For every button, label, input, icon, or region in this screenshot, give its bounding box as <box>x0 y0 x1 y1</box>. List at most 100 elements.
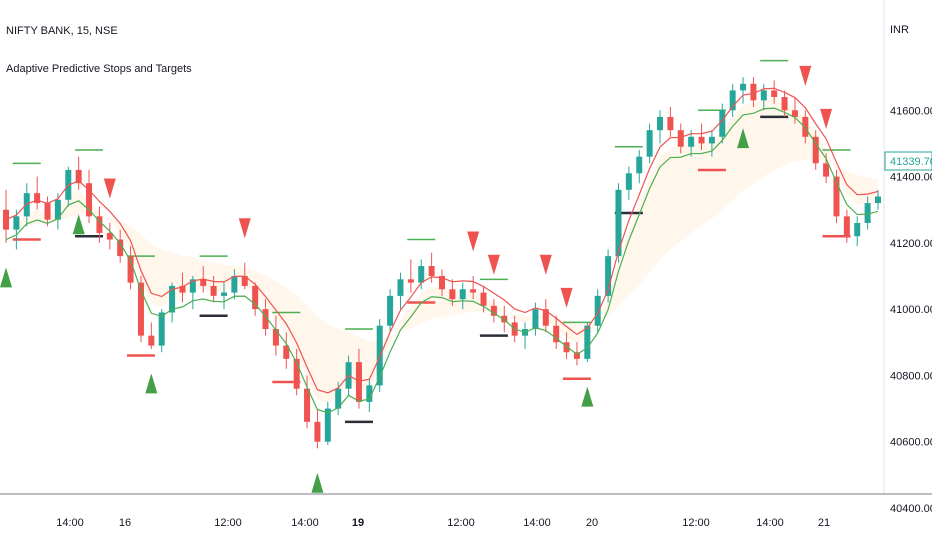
time-tick-label: 21 <box>818 517 830 529</box>
time-tick-label: 16 <box>119 517 131 529</box>
candle-body <box>573 352 580 359</box>
sell-arrow <box>467 231 480 252</box>
candle-body <box>428 266 435 276</box>
current-price-label: 41339.70 <box>884 151 932 171</box>
candle-body <box>272 329 279 346</box>
candle-body <box>210 285 217 296</box>
time-tick-label: 12:00 <box>447 517 475 529</box>
candle-body <box>740 83 747 91</box>
price-tick-label: 40600.00 <box>890 437 932 449</box>
time-tick-label: 14:00 <box>291 517 319 529</box>
candle-body <box>54 199 61 220</box>
trail-lines-layer <box>5 87 879 414</box>
candle-body <box>823 163 830 177</box>
candle-body <box>189 279 196 293</box>
time-tick-label: 20 <box>586 517 598 529</box>
candle-body <box>854 222 861 237</box>
candle-body <box>127 256 134 283</box>
candle-body <box>677 130 684 147</box>
cloud-area <box>6 98 878 403</box>
lower-trail-line <box>5 107 879 414</box>
candle-body <box>335 388 342 409</box>
candle-body <box>34 193 41 204</box>
time-tick-label: 14:00 <box>756 517 784 529</box>
candle-body <box>708 136 715 144</box>
candle-body <box>719 110 726 137</box>
price-tick-label: 40800.00 <box>890 370 932 382</box>
candle-body <box>480 292 487 306</box>
candle-body <box>449 289 456 300</box>
candle-body <box>158 312 165 346</box>
candle-body <box>470 289 477 293</box>
candle-body <box>729 90 736 111</box>
price-tick-label: 41600.00 <box>890 105 932 117</box>
sell-arrow <box>820 108 833 129</box>
candle-body <box>459 289 466 300</box>
time-tick-label: 19 <box>352 517 364 529</box>
sell-arrow <box>560 287 573 308</box>
candle-body <box>501 315 508 323</box>
candle-body <box>148 335 155 346</box>
candle-body <box>636 156 643 174</box>
time-tick-label: 14:00 <box>523 517 551 529</box>
candle-body <box>169 285 176 313</box>
candle-body <box>833 176 840 217</box>
candle-body <box>542 309 549 326</box>
levels-layer <box>12 59 851 424</box>
candle-body <box>407 279 414 283</box>
price-tick-label: 41000.00 <box>890 304 932 316</box>
time-axis-ticks[interactable]: 14:00 16 12:00 14:00 19 12:00 14:00 20 12:00 14:0… <box>56 517 830 529</box>
candle-body <box>387 295 394 326</box>
upper-trail-line <box>5 87 879 394</box>
buy-arrow <box>0 267 12 288</box>
candle-body <box>418 266 425 283</box>
candle-body <box>304 388 311 422</box>
cloud-layer <box>6 98 878 403</box>
sell-arrow <box>799 65 812 86</box>
candle-body <box>439 276 445 290</box>
candle-body <box>864 203 871 223</box>
candle-body <box>355 362 362 402</box>
candle-body <box>625 173 632 190</box>
current-price-value: 41339.70 <box>890 156 932 168</box>
candle-body <box>750 83 757 101</box>
candle-body <box>771 90 778 98</box>
time-tick-label: 14:00 <box>56 517 84 529</box>
indicator-name: Adaptive Predictive Stops and Targets <box>6 63 192 75</box>
price-axis-ticks[interactable]: 41600.00 41400.00 41200.00 41000.00 40800.00… <box>890 105 932 515</box>
candle-body <box>179 285 186 293</box>
sell-arrow <box>539 254 552 275</box>
buy-arrow <box>72 214 85 235</box>
candle-body <box>760 90 767 101</box>
chart-symbol: NIFTY BANK, 15, NSE <box>6 25 118 37</box>
candle-body <box>283 345 290 359</box>
candle-body <box>13 216 20 230</box>
candle-body <box>781 97 788 111</box>
buy-arrow <box>311 472 324 493</box>
candle-body <box>397 279 404 296</box>
candle-body <box>657 116 663 131</box>
price-tick-label: 41200.00 <box>890 238 932 250</box>
candle-body <box>314 421 321 442</box>
buy-arrow <box>737 128 750 149</box>
candle-body <box>615 189 622 257</box>
candle-body <box>86 183 93 217</box>
currency-label: INR <box>890 24 909 36</box>
candle-body <box>553 325 560 343</box>
candle-body <box>262 309 269 330</box>
candle-body <box>843 216 850 237</box>
candle-body <box>200 279 207 286</box>
candle-body <box>875 196 881 204</box>
candle-body <box>241 276 248 286</box>
time-tick-label: 12:00 <box>214 517 242 529</box>
candle-body <box>137 282 144 336</box>
candle-body <box>532 309 539 330</box>
candle-body <box>231 276 238 293</box>
candle-body <box>366 385 373 402</box>
candle-body <box>688 136 695 147</box>
candle-body <box>584 325 591 359</box>
candle-body <box>646 130 653 157</box>
candle-body <box>106 232 113 240</box>
candle-body <box>293 358 300 389</box>
